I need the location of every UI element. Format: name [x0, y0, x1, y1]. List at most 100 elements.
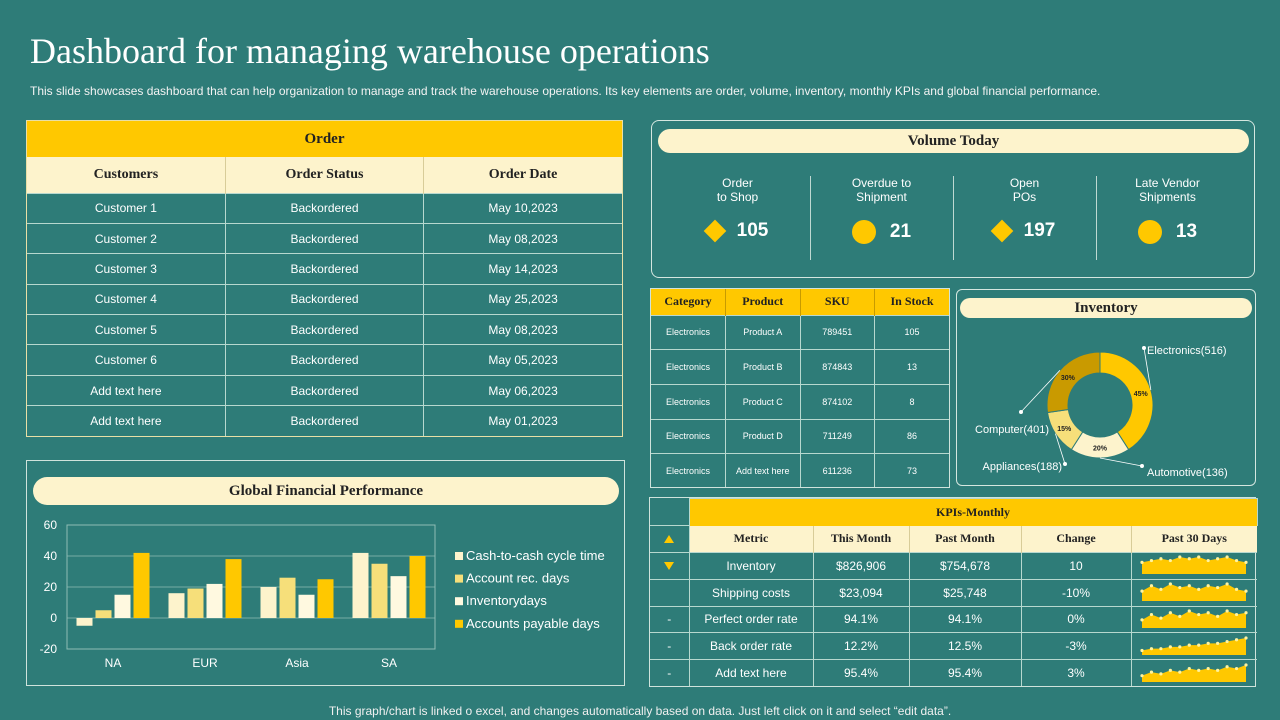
sparkline-point — [1235, 612, 1239, 617]
order-cell-customer: Add text here — [27, 405, 226, 437]
kpi-cell-change: 10 — [1021, 552, 1132, 580]
donut-leader-line — [1099, 457, 1143, 467]
volume-item-label: Order to Shop — [716, 176, 759, 204]
product-stock-table: Category Product SKU In Stock Electronic… — [651, 289, 949, 487]
order-cell-status: Backordered — [225, 192, 425, 224]
sparkline-point — [1140, 561, 1144, 565]
order-cell-customer: Customer 4 — [27, 283, 226, 315]
volume-item-late-vendor: Late Vendor Shipments 13 — [1096, 176, 1239, 260]
sparkline-point — [1244, 662, 1248, 667]
volume-item-open-pos: Open POs 197 — [953, 176, 1096, 260]
sparkline-point — [1178, 614, 1182, 618]
sparkline-point — [1140, 589, 1144, 593]
sparkline-point — [1169, 611, 1173, 615]
order-cell-customer: Customer 5 — [27, 314, 226, 345]
sparkline-point — [1197, 643, 1201, 647]
sparkline-point — [1197, 668, 1201, 672]
sparkline-point — [1187, 557, 1192, 561]
table-row: Shipping costs $23,094 $25,748 -10% — [650, 578, 1258, 607]
inventory-title: Inventory — [960, 298, 1252, 318]
page-title: Dashboard for managing warehouse operati… — [30, 31, 710, 71]
bar — [168, 593, 185, 618]
legend-swatch — [455, 574, 463, 583]
table-row: Electronics Product D 711249 86 — [651, 418, 949, 454]
donut-percent-label: 30% — [1061, 375, 1076, 382]
sparkline-point — [1169, 668, 1173, 672]
product-cell-product: Product A — [725, 314, 801, 350]
order-panel: Order Customers Order Status Order Date … — [26, 120, 623, 437]
order-cell-customer: Customer 2 — [27, 222, 226, 254]
order-cell-status: Backordered — [225, 374, 425, 406]
sparkline-point — [1197, 555, 1201, 559]
order-cell-date: May 25,2023 — [423, 283, 622, 315]
volume-item-value: 13 — [1175, 221, 1198, 242]
kpi-cell-this: 94.1% — [813, 605, 910, 633]
donut-leader-dot — [1142, 346, 1146, 350]
sparkline-point — [1216, 614, 1220, 618]
legend-label: Inventorydays — [466, 593, 547, 608]
donut-slice — [1099, 351, 1154, 451]
kpi-sparkline — [1131, 632, 1258, 660]
sparkline-point — [1225, 664, 1229, 668]
volume-item-value: 105 — [736, 220, 769, 241]
sparkline-point — [1140, 673, 1144, 677]
sparkline-point — [1150, 670, 1154, 674]
sparkline-point — [1150, 584, 1154, 588]
sparkline-point — [1159, 616, 1163, 620]
sparkline-chart — [1140, 636, 1248, 655]
sparkline-point — [1225, 582, 1229, 586]
product-cell-category: Electronics — [651, 314, 726, 350]
order-col-customers: Customers — [27, 157, 226, 193]
x-tick-label: NA — [105, 656, 122, 670]
sparkline-point — [1187, 609, 1192, 613]
bar — [225, 559, 242, 618]
kpi-cell-past: 12.5% — [909, 632, 1022, 660]
divider — [953, 176, 954, 260]
order-cell-date: May 08,2023 — [423, 222, 622, 254]
order-cell-customer: Customer 6 — [27, 344, 226, 376]
order-cell-status: Backordered — [225, 283, 425, 315]
product-cell-stock: 13 — [874, 349, 949, 385]
product-cell-product: Add text here — [725, 453, 801, 487]
kpi-cell-past: $25,748 — [909, 578, 1022, 607]
sparkline-point — [1235, 666, 1239, 670]
x-tick-label: EUR — [192, 656, 218, 670]
donut-leader-line — [1020, 370, 1061, 413]
order-cell-status: Backordered — [225, 344, 425, 376]
kpi-indicator: - — [650, 632, 690, 660]
product-cell-stock: 8 — [874, 383, 949, 420]
sparkline-point — [1187, 666, 1192, 670]
circle-icon — [851, 220, 876, 244]
bar — [317, 579, 334, 618]
kpis-monthly-table: KPIs-Monthly Metric This Month Past Mont… — [650, 498, 1258, 686]
sparkline-point — [1225, 609, 1229, 613]
product-cell-stock: 73 — [874, 453, 949, 487]
order-table: Customers Order Status Order Date Custom… — [27, 157, 622, 437]
kpi-cell-change: -3% — [1021, 632, 1132, 660]
kpi-sparkline — [1131, 552, 1258, 580]
donut-slice — [1046, 351, 1101, 414]
volume-today-title: Volume Today — [658, 129, 1249, 153]
sparkline-point — [1216, 557, 1220, 561]
sparkline-area — [1142, 557, 1247, 575]
product-cell-category: Electronics — [651, 453, 726, 487]
kpi-cell-metric: Back order rate — [689, 632, 814, 660]
sparkline-point — [1178, 586, 1182, 590]
sparkline-point — [1159, 671, 1163, 676]
sparkline-chart — [1140, 662, 1248, 682]
sparkline-point — [1178, 555, 1182, 559]
kpi-col-metric: Metric — [689, 525, 814, 553]
table-row: - Perfect order rate 94.1% 94.1% 0% — [650, 605, 1258, 633]
table-row: Electronics Product C 874102 8 — [651, 383, 949, 420]
legend-swatch — [455, 597, 463, 606]
sparkline-point — [1150, 612, 1154, 617]
order-cell-date: May 14,2023 — [423, 253, 622, 285]
financial-bar-chart: 60 40 20 0 -20 NA EUR Asia SA Cash-to-cash cycle … — [40, 518, 605, 670]
table-row: Inventory $826,906 $754,678 10 — [650, 552, 1258, 580]
order-cell-status: Backordered — [225, 253, 425, 285]
bar — [371, 563, 388, 618]
table-row: - Add text here 95.4% 95.4% 3% — [650, 659, 1258, 686]
donut-leader-dot — [1140, 464, 1144, 468]
sparkline-chart — [1140, 555, 1248, 575]
bar — [206, 583, 223, 618]
